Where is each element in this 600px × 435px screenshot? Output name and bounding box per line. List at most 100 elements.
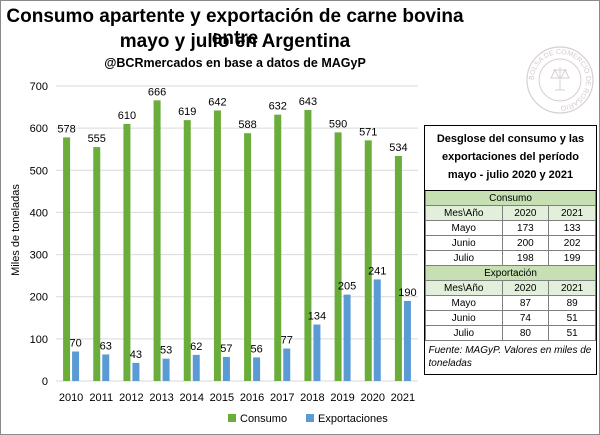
- table-cell-month: Mayo: [425, 295, 503, 311]
- table-col-year: 2020: [501, 205, 550, 221]
- legend-label: Exportaciones: [318, 413, 388, 425]
- y-tick-label: 0: [42, 376, 48, 388]
- grid-lines: [56, 85, 418, 382]
- table-cell: 200: [501, 235, 550, 251]
- data-label: 643: [299, 96, 317, 108]
- chart-title-line1: Consumo apartente y exportación de carne…: [6, 6, 464, 49]
- bar-exportaciones: [343, 294, 351, 381]
- bar-consumo: [394, 155, 402, 381]
- y-tick-label: 300: [30, 250, 48, 262]
- bar-consumo: [274, 114, 282, 382]
- table-section-consumo: Consumo: [425, 190, 596, 206]
- bar-exportaciones: [403, 300, 411, 381]
- y-tick-label: 400: [30, 207, 48, 219]
- data-label: 571: [359, 126, 377, 138]
- data-label: 62: [190, 341, 202, 353]
- y-axis-ticks: 0 100 200 300 400 500 600 700: [30, 81, 48, 388]
- data-label: 63: [100, 340, 112, 352]
- data-label: 134: [308, 311, 326, 323]
- table-row: Junio 200 202: [425, 235, 596, 251]
- legend-label: Consumo: [240, 413, 287, 425]
- table-cell: 199: [548, 250, 596, 266]
- data-label: 53: [160, 345, 172, 357]
- x-tick-label: 2014: [180, 392, 204, 404]
- breakdown-table: Desglose del consumo y las exportaciones…: [424, 125, 597, 375]
- bar-exportaciones: [373, 279, 381, 381]
- table-row: Julio 80 51: [425, 325, 596, 341]
- bar-consumo: [334, 132, 342, 381]
- table-cell: 80: [501, 325, 550, 341]
- table-col-header: Mes\Año: [425, 280, 503, 296]
- data-label: 56: [250, 343, 262, 355]
- table-cell-month: Julio: [425, 250, 503, 266]
- bar-exportaciones: [222, 356, 230, 381]
- y-tick-label: 200: [30, 292, 48, 304]
- table-cell: 51: [548, 310, 596, 326]
- table-col-year: 2020: [501, 280, 550, 296]
- bar-consumo: [93, 147, 101, 381]
- x-tick-label: 2017: [270, 392, 294, 404]
- x-tick-label: 2018: [300, 392, 324, 404]
- table-cell: 202: [548, 235, 596, 251]
- data-label: 70: [69, 338, 81, 350]
- x-tick-label: 2020: [361, 392, 385, 404]
- table-col-year: 2021: [548, 280, 596, 296]
- bar-exportaciones: [72, 351, 80, 381]
- data-label: 57: [220, 343, 232, 355]
- y-tick-label: 500: [30, 165, 48, 177]
- x-tick-label: 2010: [59, 392, 83, 404]
- bar-consumo: [63, 137, 71, 381]
- bar-consumo: [304, 110, 312, 382]
- data-label: 619: [178, 106, 196, 118]
- chart-title-line2: mayo y julio en Argentina: [119, 31, 351, 52]
- chart-subtitle: @BCRmercados en base a datos de MAGyP: [104, 56, 366, 70]
- table-cell: 74: [501, 310, 550, 326]
- bars: [63, 100, 411, 382]
- bar-consumo: [183, 120, 191, 381]
- y-tick-label: 700: [30, 81, 48, 93]
- data-label: 632: [269, 101, 287, 113]
- y-tick-label: 600: [30, 123, 48, 135]
- bar-exportaciones: [162, 358, 170, 381]
- data-label: 77: [281, 335, 293, 347]
- bar-exportaciones: [132, 362, 140, 381]
- bar-consumo: [364, 140, 372, 381]
- bar-exportaciones: [192, 354, 200, 381]
- data-label: 241: [368, 265, 386, 277]
- table-cell: 87: [501, 295, 550, 311]
- data-label: 588: [238, 119, 256, 131]
- table-cell: 173: [501, 220, 550, 236]
- table-col-header: Mes\Año: [425, 205, 503, 221]
- bar-consumo: [244, 133, 252, 381]
- bar-consumo: [123, 123, 131, 381]
- data-label: 43: [130, 349, 142, 361]
- table-section-exportacion: Exportación: [425, 265, 596, 281]
- x-tick-label: 2012: [119, 392, 143, 404]
- table-row: Mayo 87 89: [425, 295, 596, 311]
- x-tick-label: 2011: [89, 392, 113, 404]
- table-cell: 198: [501, 250, 550, 266]
- data-label: 205: [338, 281, 356, 293]
- data-label: 578: [57, 123, 75, 135]
- bar-consumo: [213, 110, 221, 381]
- x-tick-label: 2013: [149, 392, 173, 404]
- legend: Consumo Exportaciones: [228, 413, 388, 425]
- y-axis-label: Miles de toneladas: [10, 184, 22, 276]
- data-label: 610: [118, 110, 136, 122]
- x-tick-label: 2015: [210, 392, 234, 404]
- table-cell: 89: [548, 295, 596, 311]
- bar-exportaciones: [313, 324, 321, 381]
- data-labels: 578 555 610 666 619 642 588 632 643 590 571 534 70 63…: [57, 86, 416, 361]
- table-cell-month: Mayo: [425, 220, 503, 236]
- table-cell-month: Junio: [425, 310, 503, 326]
- data-label: 555: [88, 133, 106, 145]
- table-col-year: 2021: [548, 205, 596, 221]
- table-row: Mayo 173 133: [425, 220, 596, 236]
- table-row: Junio 74 51: [425, 310, 596, 326]
- table-cell-month: Julio: [425, 325, 503, 341]
- data-label: 190: [398, 287, 416, 299]
- bcr-seal-logo: BOLSA DE COMERCIO DE ROSARIO: [526, 46, 594, 114]
- table-row: Julio 198 199: [425, 250, 596, 266]
- y-tick-label: 100: [30, 334, 48, 346]
